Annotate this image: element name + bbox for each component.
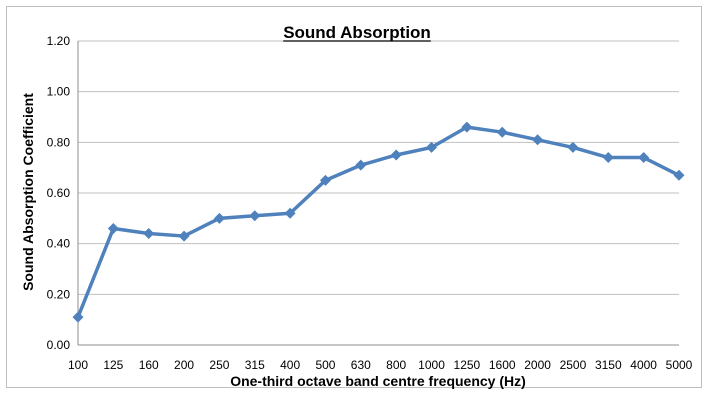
x-tick-label: 1250 bbox=[454, 358, 481, 372]
data-point-marker bbox=[390, 149, 402, 161]
x-tick-label: 4000 bbox=[630, 358, 657, 372]
data-point-marker bbox=[496, 126, 508, 138]
data-point-marker bbox=[461, 121, 473, 133]
data-point-marker bbox=[143, 228, 155, 240]
x-tick-label: 100 bbox=[68, 358, 88, 372]
data-point-marker bbox=[355, 159, 367, 171]
y-tick-label: 0.60 bbox=[47, 186, 71, 200]
data-point-marker bbox=[638, 152, 650, 164]
chart-frame bbox=[6, 6, 702, 388]
x-tick-label: 800 bbox=[386, 358, 406, 372]
data-point-marker bbox=[567, 141, 579, 153]
data-point-marker bbox=[602, 152, 614, 164]
x-tick-label: 500 bbox=[315, 358, 335, 372]
data-point-marker bbox=[72, 311, 84, 323]
data-point-marker bbox=[249, 210, 261, 222]
x-tick-label: 3150 bbox=[595, 358, 622, 372]
x-tick-label: 2500 bbox=[560, 358, 587, 372]
y-tick-label: 0.20 bbox=[47, 287, 71, 301]
chart-title: Sound Absorption bbox=[283, 23, 431, 42]
x-tick-label: 160 bbox=[139, 358, 159, 372]
x-tick-label: 630 bbox=[351, 358, 371, 372]
data-point-marker bbox=[673, 169, 685, 181]
x-axis-label: One-third octave band centre frequency (… bbox=[230, 373, 526, 389]
x-tick-label: 2000 bbox=[524, 358, 551, 372]
series-group bbox=[72, 121, 685, 323]
y-tick-labels: 0.00 0.20 0.40 0.60 0.80 1.00 1.20 bbox=[47, 34, 71, 352]
x-tick-label: 1600 bbox=[489, 358, 516, 372]
x-tick-label: 400 bbox=[280, 358, 300, 372]
y-tick-label: 1.20 bbox=[47, 34, 71, 48]
x-tick-label: 250 bbox=[209, 358, 229, 372]
data-point-marker bbox=[107, 222, 119, 234]
x-tick-labels: 100 125 160 200 250 315 400 500 630 800 1000 1250 16… bbox=[68, 358, 693, 372]
data-point-marker bbox=[426, 141, 438, 153]
data-point-marker bbox=[178, 230, 190, 242]
y-tick-label: 0.80 bbox=[47, 135, 71, 149]
data-point-marker bbox=[213, 212, 225, 224]
x-tick-label: 200 bbox=[174, 358, 194, 372]
data-point-marker bbox=[284, 207, 296, 219]
x-tick-label: 125 bbox=[103, 358, 123, 372]
series-line bbox=[76, 125, 680, 318]
x-tick-label: 5000 bbox=[666, 358, 693, 372]
y-axis-label: Sound Absorption Coefficient bbox=[20, 93, 36, 291]
data-point-marker bbox=[532, 134, 544, 146]
y-tick-label: 0.40 bbox=[47, 237, 71, 251]
y-tick-label: 1.00 bbox=[47, 85, 71, 99]
x-tick-label: 1000 bbox=[418, 358, 445, 372]
gridlines bbox=[77, 40, 679, 346]
y-tick-label: 0.00 bbox=[47, 338, 71, 352]
data-point-marker bbox=[319, 174, 331, 186]
x-tick-label: 315 bbox=[245, 358, 265, 372]
